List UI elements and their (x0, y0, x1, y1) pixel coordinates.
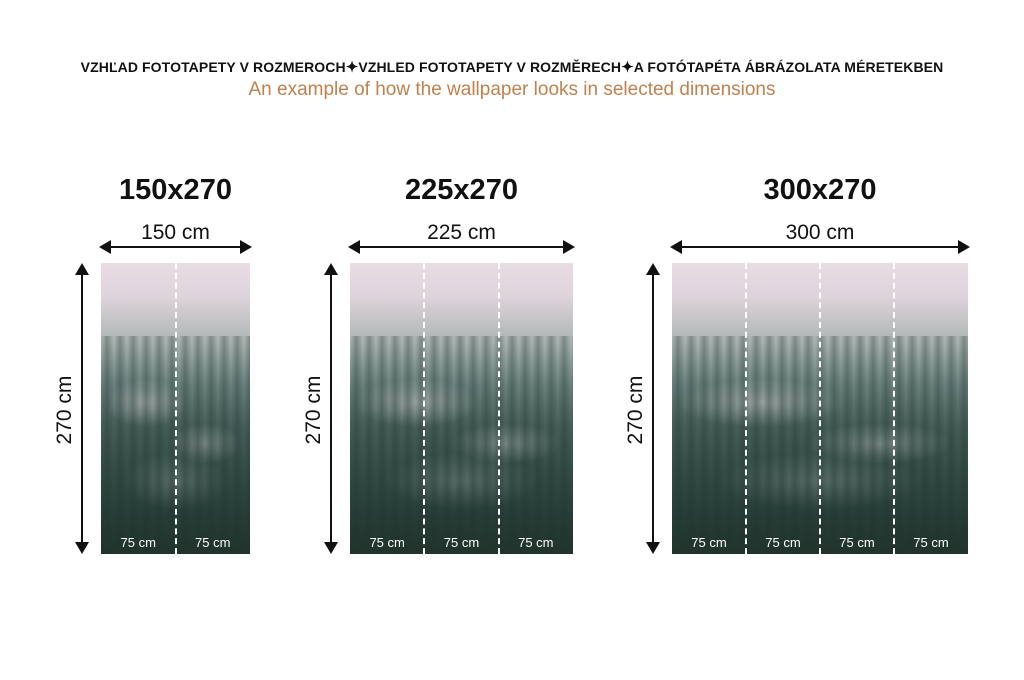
width-arrow (348, 240, 575, 254)
title-sk: VZHĽAD FOTOTAPETY V ROZMEROCH (80, 59, 346, 75)
header-title: VZHĽAD FOTOTAPETY V ROZMEROCH✦VZHLED FOT… (0, 58, 1024, 76)
seam-line (819, 263, 821, 554)
panel-title: 225x270 (405, 174, 518, 206)
sparkle-icon: ✦ (621, 59, 634, 76)
height-label: 270 cm (53, 375, 76, 445)
panel-title: 300x270 (763, 174, 877, 206)
seam-line (893, 263, 895, 554)
subtitle: An example of how the wallpaper looks in… (248, 79, 776, 100)
segment-label: 75 cm (913, 535, 949, 550)
segment-label: 75 cm (443, 535, 480, 550)
wallpaper-preview-image: 75 cm 75 cm (101, 263, 250, 554)
segment-label: 75 cm (120, 535, 156, 550)
segment-label: 75 cm (369, 535, 405, 550)
width-label: 225 cm (427, 221, 496, 244)
seam-line (174, 263, 177, 554)
segment-label: 75 cm (839, 535, 875, 550)
width-arrow (670, 240, 970, 254)
forest-texture (350, 335, 573, 554)
seam-line (497, 263, 500, 554)
width-label: 150 cm (141, 221, 210, 244)
seam-line (745, 263, 747, 554)
segment-label: 75 cm (691, 535, 727, 550)
wallpaper-preview-image: 75 cm 75 cm 75 cm 75 cm (672, 263, 968, 554)
title-cz: VZHLED FOTOTAPETY V ROZMĚRECH (358, 59, 622, 75)
height-arrow (75, 263, 89, 554)
wallpaper-preview-image: 75 cm 75 cm 75 cm (350, 263, 573, 554)
height-arrow (324, 263, 338, 554)
segment-label: 75 cm (765, 535, 801, 550)
seam-line (423, 263, 426, 554)
width-label: 300 cm (785, 221, 855, 244)
title-hu: A FOTÓTAPÉTA ÁBRÁZOLATA MÉRETEKBEN (633, 59, 944, 75)
segment-label: 75 cm (195, 535, 231, 550)
width-arrow (99, 240, 252, 254)
height-label: 270 cm (302, 375, 325, 445)
panel-title: 150x270 (119, 174, 232, 206)
height-arrow (646, 263, 660, 554)
sparkle-icon: ✦ (345, 59, 359, 76)
height-label: 270 cm (624, 375, 647, 445)
segment-label: 75 cm (518, 535, 554, 550)
